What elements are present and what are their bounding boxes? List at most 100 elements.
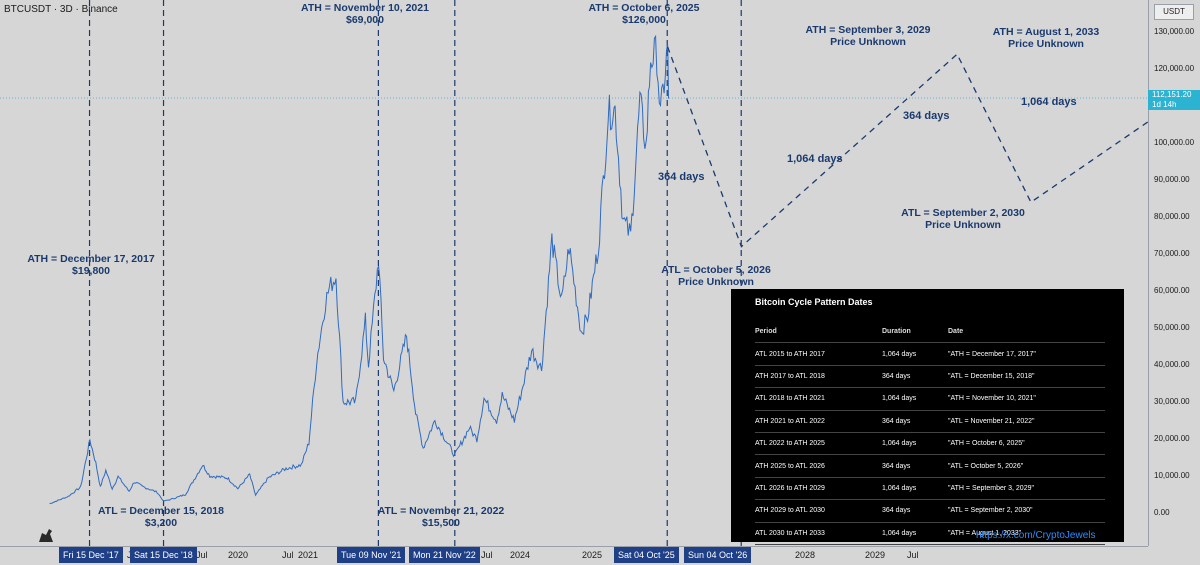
annotation-date: ATH = December 17, 2017 xyxy=(27,253,155,265)
cell-date: "ATH = September 3, 2029" xyxy=(948,477,1105,501)
cycle-date-badge: Mon 21 Nov '22 xyxy=(409,547,480,563)
price-tick-label: 60,000.00 xyxy=(1154,286,1190,295)
current-price-value: 112,151.20 xyxy=(1152,90,1192,99)
cycle-annotation-3: ATH = November 10, 2021 $69,000 xyxy=(301,2,429,26)
annotation-price: $3,200 xyxy=(144,517,178,529)
cycle-table-panel: Bitcoin Cycle Pattern Dates Period Durat… xyxy=(731,289,1124,545)
cycle-table: Period Duration Date ATL 2015 to ATH 201… xyxy=(755,321,1105,545)
cell-period: ATH 2017 to ATL 2018 xyxy=(755,365,882,389)
cycle-date-badge: Fri 15 Dec '17 xyxy=(59,547,123,563)
table-title: Bitcoin Cycle Pattern Dates xyxy=(755,297,873,307)
time-axis xyxy=(0,546,1148,565)
table-row: ATH 2017 to ATL 2018 364 days "ATL = Decem… xyxy=(755,365,1105,389)
annotation-price: $126,000 xyxy=(622,14,666,26)
price-tick-label: 10,000.00 xyxy=(1154,471,1190,480)
annotation-price: Price Unknown xyxy=(925,219,1001,231)
annotation-date: ATH = November 10, 2021 xyxy=(301,2,429,14)
duration-label-3: 364 days xyxy=(903,110,950,122)
annotation-price: $19,800 xyxy=(72,265,110,277)
duration-label-2: 1,064 days xyxy=(787,153,843,165)
header-period: Period xyxy=(755,321,882,344)
table-row: ATH 2029 to ATL 2030 364 days "ATL = Septe… xyxy=(755,499,1105,523)
price-tick-label: 30,000.00 xyxy=(1154,397,1190,406)
tradingview-logo[interactable] xyxy=(37,527,55,548)
time-tick-label: 2021 xyxy=(298,550,319,560)
cycle-date-badge: Tue 09 Nov '21 xyxy=(337,547,406,563)
annotation-price: Price Unknown xyxy=(830,36,906,48)
time-tick-label: 2028 xyxy=(795,550,816,560)
cycle-annotation-2: ATL = December 15, 2018 $3,200 xyxy=(98,505,224,529)
current-price-tag: 112,151.20 1d 14h xyxy=(1148,90,1200,110)
cycle-date-badge: Sat 04 Oct '25 xyxy=(614,547,679,563)
cell-duration: 364 days xyxy=(882,454,948,478)
price-tick-label: 20,000.00 xyxy=(1154,434,1190,443)
annotation-date: ATL = September 2, 2030 xyxy=(901,207,1025,219)
table-row: ATH 2021 to ATL 2022 364 days "ATL = Novem… xyxy=(755,410,1105,433)
annotation-price: $69,000 xyxy=(346,14,384,26)
table-row: ATL 2015 to ATH 2017 1,064 days "ATH = Dec… xyxy=(755,342,1105,366)
time-tick-label: 2025 xyxy=(582,550,603,560)
cycle-date-badge: Sat 15 Dec '18 xyxy=(130,547,197,563)
cell-duration: 1,064 days xyxy=(882,342,948,366)
cell-date: "ATH = August 1, 2033" xyxy=(948,522,1105,545)
cell-duration: 364 days xyxy=(882,410,948,433)
annotation-price: Price Unknown xyxy=(1008,38,1084,50)
duration-label-1: 364 days xyxy=(658,171,705,183)
price-tick-label: 90,000.00 xyxy=(1154,175,1190,184)
annotation-date: ATL = October 5, 2026 xyxy=(661,264,771,276)
time-tick-label: 2024 xyxy=(510,550,531,560)
annotation-price: $15,500 xyxy=(422,517,460,529)
price-tick-label: 100,000.00 xyxy=(1154,138,1195,147)
cell-date: "ATL = September 2, 2030" xyxy=(948,499,1105,523)
cycle-annotation-6: ATL = October 5, 2026 Price Unknown xyxy=(661,264,771,288)
time-tick-label: Jul xyxy=(282,550,294,560)
cell-duration: 1,064 days xyxy=(882,522,948,545)
cycle-date-badge: Sun 04 Oct '26 xyxy=(684,547,752,563)
price-tick-label: 130,000.00 xyxy=(1154,27,1195,36)
time-tick-label: 2029 xyxy=(865,550,886,560)
cell-period: ATL 2030 to ATH 2033 xyxy=(755,522,882,545)
cycle-annotation-9: ATH = August 1, 2033 Price Unknown xyxy=(993,26,1100,50)
cycle-annotation-8: ATL = September 2, 2030 Price Unknown xyxy=(901,207,1025,231)
cell-period: ATL 2026 to ATH 2029 xyxy=(755,477,882,501)
price-tick-label: 120,000.00 xyxy=(1154,64,1195,73)
annotation-date: ATH = September 3, 2029 xyxy=(805,24,931,36)
currency-badge[interactable]: USDT xyxy=(1154,4,1194,20)
annotation-date: ATH = October 6, 2025 xyxy=(588,2,700,14)
time-tick-label: Jul xyxy=(907,550,919,560)
annotation-date: ATL = December 15, 2018 xyxy=(98,505,224,517)
price-tick-label: 80,000.00 xyxy=(1154,212,1190,221)
bar-countdown: 1d 14h xyxy=(1152,100,1177,109)
price-tick-label: 40,000.00 xyxy=(1154,360,1190,369)
annotation-date: ATL = November 21, 2022 xyxy=(377,505,505,517)
cycle-annotation-7: ATH = September 3, 2029 Price Unknown xyxy=(806,24,931,48)
duration-label-4: 1,064 days xyxy=(1021,96,1077,108)
table-row: ATH 2025 to ATL 2026 364 days "ATL = Octob… xyxy=(755,454,1105,478)
price-tick-label: 70,000.00 xyxy=(1154,249,1190,258)
price-series-line xyxy=(49,34,669,505)
cycle-annotation-1: ATH = December 17, 2017 $19,800 xyxy=(27,253,154,277)
table-row: ATL 2026 to ATH 2029 1,064 days "ATH = Sep… xyxy=(755,477,1105,501)
cell-period: ATH 2021 to ATL 2022 xyxy=(755,410,882,433)
cell-date: "ATH = October 6, 2025" xyxy=(948,432,1105,456)
cell-period: ATL 2015 to ATH 2017 xyxy=(755,342,882,366)
table-header-row: Period Duration Date xyxy=(755,321,1105,344)
cell-period: ATL 2022 to ATH 2025 xyxy=(755,432,882,456)
watermark-link[interactable]: https://x.com/CryptoJewels xyxy=(976,530,1096,541)
annotation-price: Price Unknown xyxy=(678,276,754,288)
time-tick-label: Jul xyxy=(196,550,208,560)
cell-date: "ATL = November 21, 2022" xyxy=(948,410,1105,433)
cell-date: "ATH = December 17, 2017" xyxy=(948,342,1105,366)
cycle-annotation-5: ATH = October 6, 2025 $126,000 xyxy=(589,2,700,26)
header-date: Date xyxy=(948,321,1105,344)
cell-duration: 1,064 days xyxy=(882,387,948,411)
cell-date: "ATL = October 5, 2026" xyxy=(948,454,1105,478)
price-tick-label: 0.00 xyxy=(1154,508,1170,517)
price-tick-label: 50,000.00 xyxy=(1154,323,1190,332)
header-duration: Duration xyxy=(882,321,948,344)
table-row: ATL 2018 to ATH 2021 1,064 days "ATH = Nov… xyxy=(755,387,1105,411)
table-row: ATL 2030 to ATH 2033 1,064 days "ATH = Aug… xyxy=(755,522,1105,545)
table-row: ATL 2022 to ATH 2025 1,064 days "ATH = Oct… xyxy=(755,432,1105,456)
cell-duration: 364 days xyxy=(882,365,948,389)
annotation-date: ATH = August 1, 2033 xyxy=(992,26,1100,38)
